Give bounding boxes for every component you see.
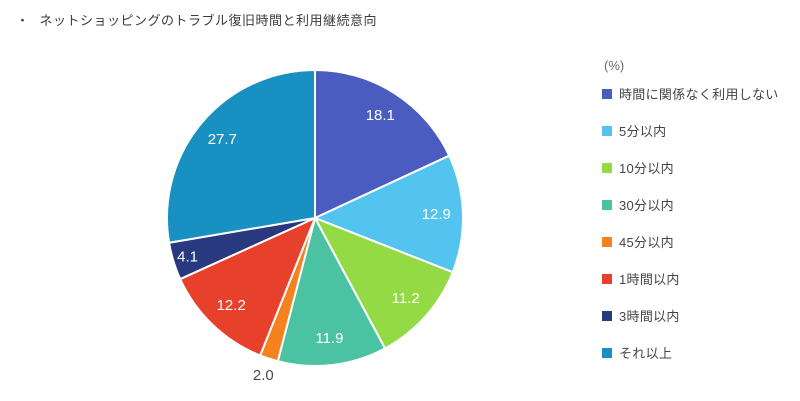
legend-label: 45分以内 xyxy=(619,235,674,250)
legend-label: 10分以内 xyxy=(619,161,674,176)
legend-item-7: それ以上 xyxy=(602,334,797,371)
legend: (%) 時間に関係なく利用しない 5分以内 10分以内 30分以内 45分以内 … xyxy=(602,56,797,371)
pie-chart: 18.1 12.9 11.2 11.9 2.0 12.2 4.1 27.7 xyxy=(166,69,464,384)
pie-value-label-0: 18.1 xyxy=(366,107,395,124)
legend-swatch-icon xyxy=(602,162,612,173)
pie-value-label-5: 12.2 xyxy=(217,297,246,314)
pie-value-label-6: 4.1 xyxy=(177,248,198,265)
legend-label: 時間に関係なく利用しない xyxy=(619,87,779,102)
pie-value-label-1: 12.9 xyxy=(422,206,451,223)
legend-label: 30分以内 xyxy=(619,198,674,213)
legend-item-1: 5分以内 xyxy=(602,112,797,149)
legend-label: 3時間以内 xyxy=(619,309,680,324)
pie-value-label-4: 2.0 xyxy=(253,367,274,384)
legend-item-0: 時間に関係なく利用しない xyxy=(602,75,797,112)
pie-slice-7 xyxy=(166,69,316,244)
pie-value-label-2: 11.2 xyxy=(392,290,420,307)
pie-slice-3 xyxy=(276,217,387,367)
title-bullet: ・ xyxy=(16,13,30,28)
pie-slice-1 xyxy=(314,154,464,274)
legend-label: 5分以内 xyxy=(619,124,667,139)
pie-slice-5 xyxy=(179,217,316,357)
legend-swatch-icon xyxy=(602,310,612,321)
chart-title-row: ・ ネットショッピングのトラブル復旧時間と利用継続意向 xyxy=(16,10,377,29)
pie-slice-2 xyxy=(314,217,454,350)
legend-swatch-icon xyxy=(602,273,612,284)
pie-slice-0 xyxy=(314,69,451,219)
legend-item-3: 30分以内 xyxy=(602,186,797,223)
page-title: ネットショッピングのトラブル復旧時間と利用継続意向 xyxy=(39,13,378,28)
legend-item-6: 3時間以内 xyxy=(602,297,797,334)
legend-item-5: 1時間以内 xyxy=(602,260,797,297)
legend-label: 1時間以内 xyxy=(619,272,680,287)
legend-label: それ以上 xyxy=(619,346,673,361)
legend-swatch-icon xyxy=(602,236,612,247)
legend-swatch-icon xyxy=(602,88,612,99)
legend-swatch-icon xyxy=(602,125,612,136)
pie-value-label-7: 27.7 xyxy=(208,131,237,148)
legend-swatch-icon xyxy=(602,199,612,210)
legend-swatch-icon xyxy=(602,347,612,358)
legend-item-2: 10分以内 xyxy=(602,149,797,186)
pie-value-label-3: 11.9 xyxy=(315,330,343,347)
legend-unit-label: (%) xyxy=(604,58,625,73)
legend-item-4: 45分以内 xyxy=(602,223,797,260)
